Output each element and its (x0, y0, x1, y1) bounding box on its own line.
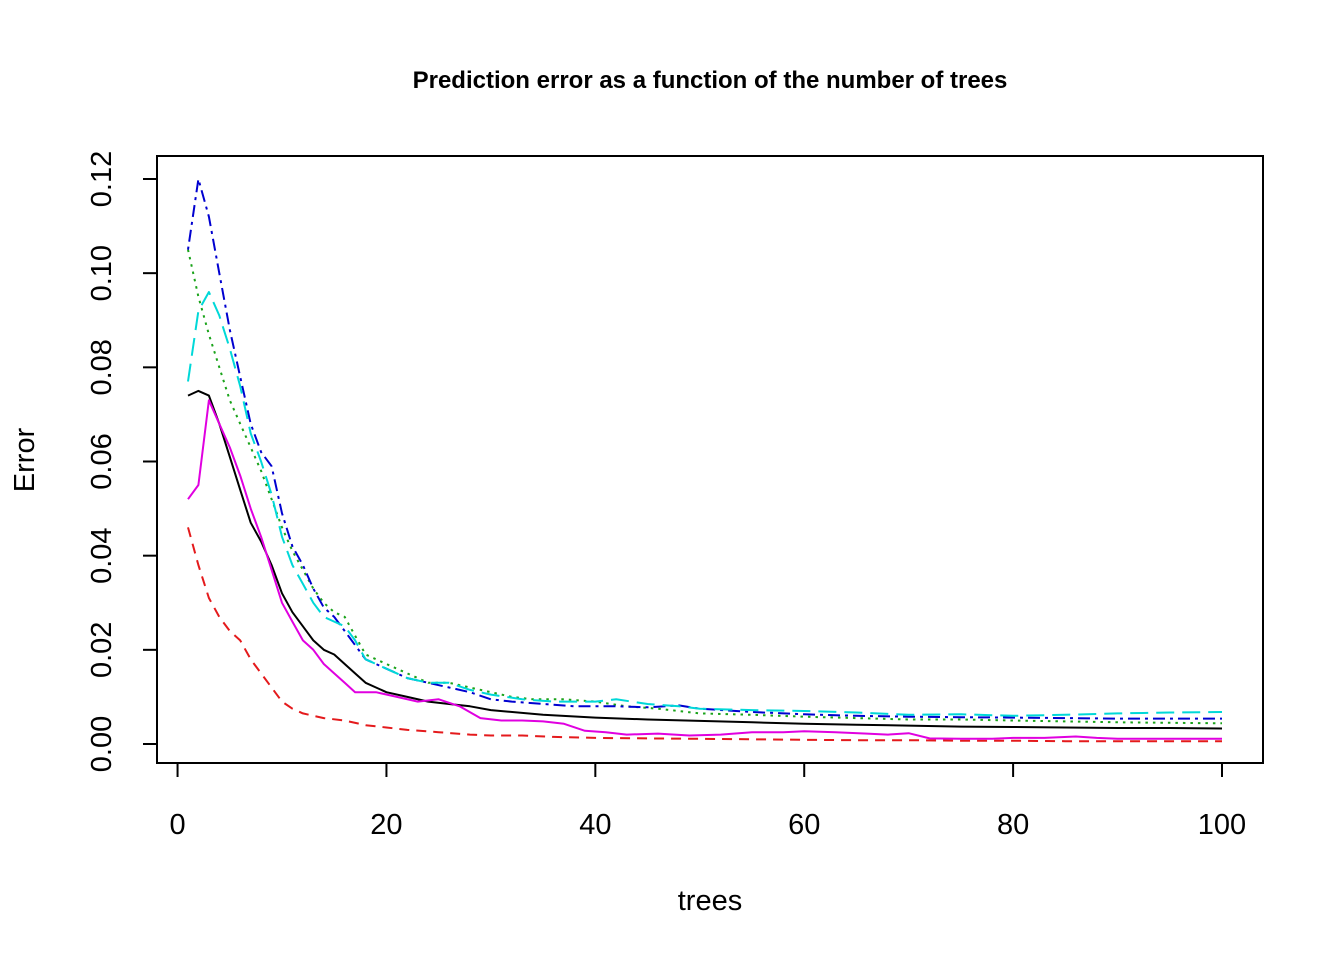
x-tick-label: 100 (1198, 809, 1246, 841)
x-tick-label: 60 (788, 809, 820, 841)
y-tick-label: 0.02 (86, 622, 118, 678)
series-line-2 (187, 527, 1222, 743)
y-tick-label: 0.00 (86, 716, 118, 772)
y-tick-label: 0.08 (86, 339, 118, 395)
plot-area-frame (156, 155, 1264, 764)
x-tick-label: 40 (579, 809, 611, 841)
x-tick-label: 20 (370, 809, 402, 841)
y-tick-label: 0.12 (86, 151, 118, 207)
series-layer (187, 178, 1223, 743)
x-tick-label: 0 (169, 809, 185, 841)
x-axis-label: trees (678, 885, 742, 917)
series-line-4 (187, 178, 1222, 720)
series-line-6 (187, 399, 1222, 740)
y-tick-label: 0.10 (86, 245, 118, 301)
series-line-1 (187, 389, 1223, 730)
y-axis: 0.00 0.02 0.04 0.06 0.08 0.10 0.12 (86, 151, 158, 772)
y-tick-label: 0.06 (86, 433, 118, 489)
chart-title: Prediction error as a function of the nu… (413, 67, 1008, 94)
series-line-3 (187, 249, 1223, 725)
y-tick-label: 0.04 (86, 527, 118, 583)
x-axis: 0 20 40 60 80 100 (169, 762, 1246, 841)
y-axis-label: Error (9, 427, 41, 492)
x-tick-label: 80 (997, 809, 1029, 841)
series-line-5 (187, 291, 1223, 717)
